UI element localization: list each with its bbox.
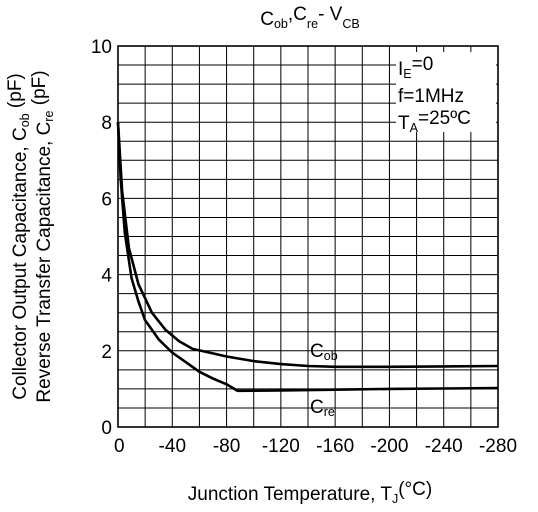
text-labels: Cob,Cre- VCB Junction Temperature, TJ(°C)… — [5, 4, 496, 506]
x-tick-label: -280 — [479, 436, 517, 457]
chart-title: Cob,Cre- VCB — [260, 4, 360, 31]
y-tick-label: 0 — [101, 418, 112, 439]
tick-labels: 0 -40 -80 -120 -160 -200 -240 -280 0 2 4 6 8 10 — [91, 37, 517, 457]
y-tick-label: 4 — [101, 266, 112, 287]
x-tick-label: -40 — [159, 436, 186, 457]
condition-text: f=1MHz — [398, 86, 464, 107]
series-line-c-re — [116, 122, 499, 393]
data-series — [116, 122, 499, 393]
series-line-c-ob — [116, 122, 499, 369]
condition-text: TA=25ºC — [398, 108, 471, 135]
series-label-cob: Cob — [310, 341, 338, 363]
x-tick-label: -240 — [425, 436, 463, 457]
series-label-cre: Cre — [310, 397, 335, 419]
y-tick-label: 8 — [101, 113, 112, 134]
x-tick-label: -80 — [213, 436, 240, 457]
conditions-box — [396, 52, 496, 132]
y-axis-label-line-1: Collector Output Capacitance, Cob (pF) — [5, 73, 32, 400]
x-tick-label: 0 — [114, 436, 125, 457]
x-axis-label: Junction Temperature, TJ(°C) — [188, 479, 432, 506]
x-tick-label: -160 — [316, 436, 354, 457]
y-tick-label: 10 — [91, 37, 112, 58]
x-tick-label: -200 — [370, 436, 408, 457]
x-tick-label: -120 — [262, 436, 300, 457]
y-tick-label: 6 — [101, 189, 112, 210]
y-axis-label-line-2: Reverse Transfer Capacitance, Cre (pF) — [29, 70, 56, 402]
condition-text: IE=0 — [398, 54, 433, 81]
plot-frame — [117, 45, 499, 428]
y-tick-label: 2 — [101, 342, 112, 363]
